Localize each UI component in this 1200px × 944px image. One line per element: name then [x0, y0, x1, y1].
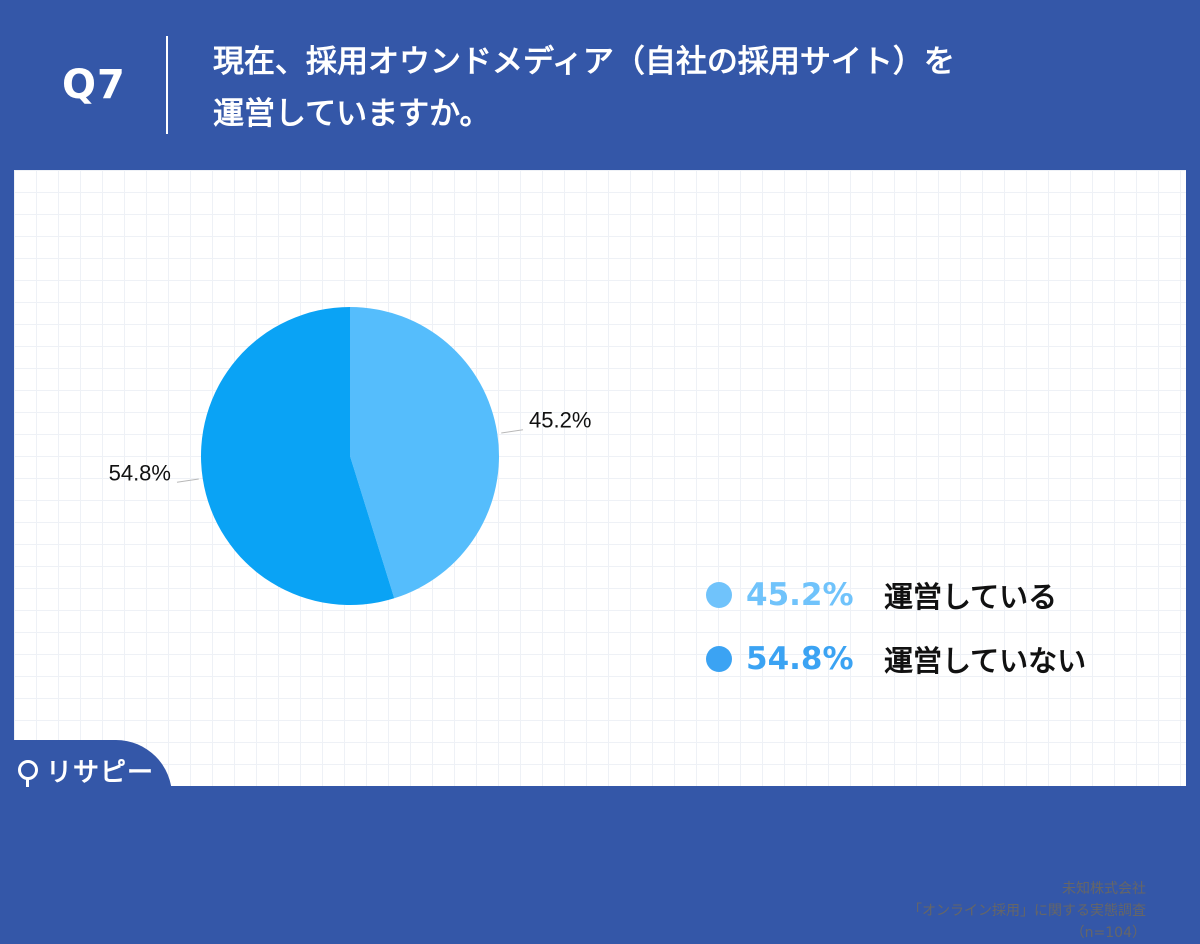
question-title: 現在、採用オウンドメディア（自社の採用サイト）を 運営していますか。 — [213, 36, 1113, 140]
legend-pct-operating: 45.2% — [746, 577, 854, 613]
source-sample-size: （n=104） — [1070, 925, 1146, 941]
brand-name: リサピー — [46, 757, 155, 788]
question-title-line-1: 現在、採用オウンドメディア（自社の採用サイト）を — [213, 44, 955, 80]
pie-chart: 45.2% 54.8% — [109, 307, 591, 605]
pin-icon — [18, 760, 38, 787]
source-survey: 「オンライン採用」に関する実態調査 — [908, 903, 1146, 919]
legend-dot-operating — [706, 582, 732, 608]
pie-leader-not-operating — [176, 478, 199, 483]
question-number: Q7 — [62, 62, 126, 108]
pie-label-operating: 45.2% — [529, 408, 591, 433]
question-title-line-2: 運営していますか。 — [213, 96, 491, 132]
pie-slice-not-operating — [200, 307, 395, 605]
legend-item-operating: 45.2% 運営している — [706, 575, 1086, 615]
brand-logo: リサピー — [0, 740, 172, 800]
legend: 45.2% 運営している 54.8% 運営していない — [706, 575, 1086, 703]
pie-leader-operating — [501, 429, 524, 434]
header: Q7 現在、採用オウンドメディア（自社の採用サイト）を 運営していますか。 — [0, 0, 1200, 170]
source-company: 未知株式会社 — [1062, 881, 1146, 897]
header-divider — [166, 36, 168, 134]
pie-slice-operating — [350, 307, 499, 599]
legend-pct-not-operating: 54.8% — [746, 641, 854, 677]
pie-label-not-operating: 54.8% — [109, 460, 171, 485]
legend-label-not-operating: 運営していない — [884, 644, 1087, 678]
legend-dot-not-operating — [706, 646, 732, 672]
legend-item-not-operating: 54.8% 運営していない — [706, 639, 1086, 679]
source-note: 未知株式会社 「オンライン採用」に関する実態調査 （n=104） — [908, 878, 1146, 944]
legend-label-operating: 運営している — [884, 580, 1058, 614]
chart-panel: 45.2% 54.8% 45.2% 運営している 54.8% 運営していない 未知… — [14, 170, 1186, 941]
